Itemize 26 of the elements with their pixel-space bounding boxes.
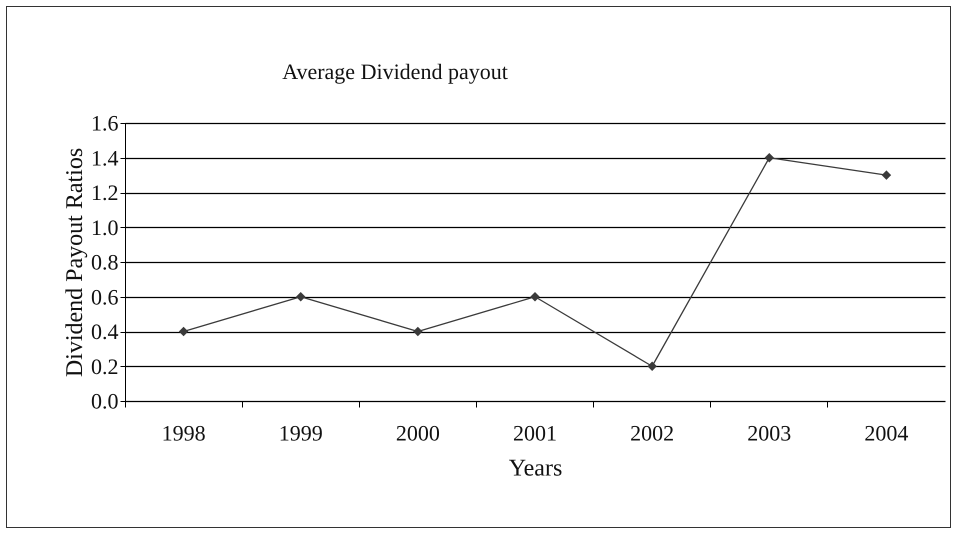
y-tick-label: 0.4 — [91, 319, 118, 344]
y-tick-label: 0.6 — [91, 284, 118, 310]
point — [882, 170, 892, 180]
y-tick-label: 0.0 — [91, 388, 118, 414]
x-axis-title: Years — [508, 456, 562, 482]
point — [178, 326, 188, 336]
y-tick-label: 1.2 — [91, 180, 118, 205]
y-axis-title: Dividend Payout Ratios — [62, 148, 88, 378]
y-tick-label: 1.6 — [91, 110, 118, 136]
chart-title: Average Dividend payout — [282, 59, 508, 84]
y-tick-label: 0.8 — [91, 250, 118, 274]
x-tick-label: 2000 — [396, 420, 440, 446]
x-tick-label: 2003 — [747, 420, 792, 446]
x-tick-label: 1999 — [278, 420, 323, 446]
x-tick-label: 2004 — [864, 420, 908, 446]
x-tick-label: 1998 — [162, 420, 206, 446]
x-tick-label: 2001 — [513, 420, 557, 446]
y-tick-label: 1.0 — [91, 214, 118, 240]
y-tick-label: 0.2 — [91, 354, 118, 379]
point — [764, 153, 774, 162]
y-tick-label: 1.4 — [91, 145, 118, 170]
point — [413, 326, 423, 336]
point — [296, 292, 306, 302]
point — [647, 362, 657, 371]
x-tick-label: 2002 — [630, 420, 674, 446]
point — [530, 292, 540, 302]
